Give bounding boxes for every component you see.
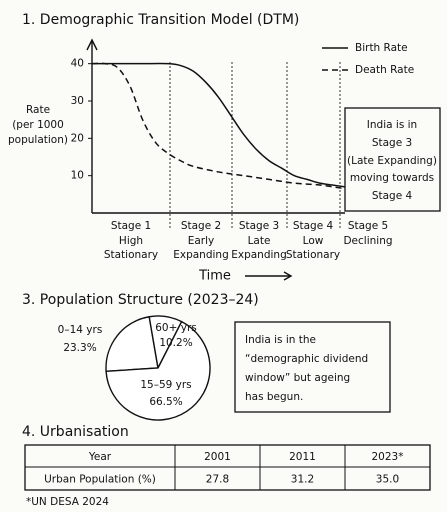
- axes: [86, 38, 345, 281]
- annotation-line: moving towards: [350, 172, 434, 184]
- y-tick-label: 10: [71, 170, 84, 182]
- table-cell: Urban Population (%): [44, 474, 156, 486]
- stage-label: Stationary: [104, 249, 158, 261]
- y-label: (per 1000: [12, 119, 64, 131]
- table-cell: 35.0: [376, 474, 399, 486]
- table-cell: 27.8: [206, 474, 229, 486]
- stage-name: Stage 2: [181, 220, 221, 232]
- annotation-line: has begun.: [245, 391, 303, 403]
- annotation-box: [344, 107, 441, 212]
- legend-label: Birth Rate: [355, 42, 408, 54]
- dtm-title: 1. Demographic Transition Model (DTM): [22, 12, 299, 28]
- slice-value: 10.2%: [159, 337, 192, 349]
- pie-slice: [105, 315, 159, 373]
- stage-name: Stage 5: [348, 220, 388, 232]
- series-line: [92, 62, 346, 188]
- pie-title: 3. Population Structure (2023–24): [22, 292, 259, 308]
- table-header: 2011: [289, 451, 316, 463]
- stage-label: Late: [248, 235, 271, 247]
- annotation-line: India is in: [367, 119, 417, 131]
- footnote: *UN DESA 2024: [26, 496, 109, 508]
- table-header: 2023*: [372, 451, 404, 463]
- stage-name: Stage 1: [111, 220, 151, 232]
- annotation-line: Stage 3: [372, 137, 412, 149]
- stage-name: Stage 4: [293, 220, 334, 232]
- y-tick-label: 40: [71, 58, 84, 70]
- table-header: Year: [88, 451, 112, 463]
- y-tick-label: 20: [71, 132, 84, 144]
- urban-title: 4. Urbanisation: [22, 424, 129, 440]
- table-cell: 31.2: [291, 474, 314, 486]
- stage-label: Expanding: [231, 249, 287, 261]
- y-tick-label: 30: [71, 95, 84, 107]
- y-label: Rate: [26, 104, 50, 116]
- slice-name: 60+ yrs: [155, 322, 197, 334]
- table-header: 2001: [204, 451, 231, 463]
- annotation-line: window” but ageing: [245, 372, 350, 384]
- slice-name: 15–59 yrs: [140, 379, 191, 391]
- legend-label: Death Rate: [355, 64, 414, 76]
- slice-value: 23.3%: [63, 342, 96, 354]
- stage-label: Expanding: [173, 249, 229, 261]
- stage-label: Early: [188, 235, 215, 247]
- stage-name: Stage 3: [239, 220, 279, 232]
- slice-value: 66.5%: [149, 396, 182, 408]
- annotation-box: [234, 321, 391, 413]
- stage-label: Declining: [343, 235, 392, 247]
- x-label: Time: [198, 269, 231, 284]
- annotation-line: “demographic dividend: [245, 353, 368, 365]
- y-label: population): [8, 134, 68, 146]
- stage-label: Stationary: [286, 249, 340, 261]
- stage-label: High: [119, 235, 143, 247]
- pie-slice: [105, 320, 211, 421]
- series-line: [91, 62, 346, 190]
- annotation-line: India is in the: [245, 334, 316, 346]
- annotation-line: Stage 4: [372, 190, 413, 202]
- stage-label: Low: [303, 235, 324, 247]
- slice-name: 0–14 yrs: [58, 324, 103, 336]
- annotation-line: (Late Expanding): [347, 155, 437, 167]
